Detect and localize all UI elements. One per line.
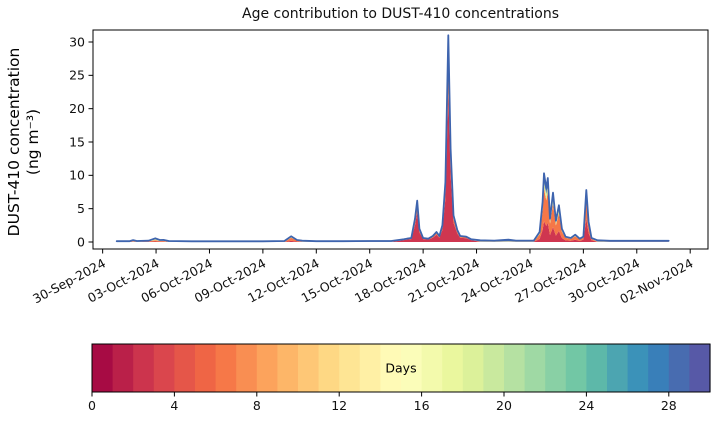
- colorbar-segment: [380, 344, 402, 392]
- colorbar-segment: [256, 344, 278, 392]
- colorbar-segment: [92, 344, 114, 392]
- y-tick-label: 15: [69, 134, 85, 149]
- colorbar-segment: [174, 344, 196, 392]
- colorbar-segment: [462, 344, 484, 392]
- colorbar-segment: [442, 344, 464, 392]
- colorbar-segment: [153, 344, 175, 392]
- y-tick-label: 0: [77, 234, 85, 249]
- colorbar-tick-label: 0: [88, 398, 96, 413]
- total-envelope-line: [115, 34, 670, 243]
- y-tick-label: 5: [77, 201, 85, 216]
- colorbar-segment: [586, 344, 608, 392]
- colorbar-segment: [689, 344, 711, 392]
- colorbar-segment: [318, 344, 340, 392]
- colorbar-segment: [195, 344, 217, 392]
- colorbar-segment: [112, 344, 134, 392]
- age-band-area-1: [116, 60, 669, 242]
- y-tick-label: 10: [69, 168, 85, 183]
- colorbar-tick-label: 16: [414, 398, 430, 413]
- colorbar-days-label: Days: [385, 361, 416, 376]
- colorbar-tick-label: 8: [253, 398, 261, 413]
- colorbar-segment: [277, 344, 299, 392]
- colorbar-segment: [215, 344, 237, 392]
- colorbar-segment: [359, 344, 381, 392]
- colorbar-segment: [648, 344, 670, 392]
- colorbar-segment: [545, 344, 567, 392]
- colorbar-tick-label: 20: [496, 398, 512, 413]
- colorbar-tick-label: 28: [661, 398, 677, 413]
- colorbar-segment: [133, 344, 155, 392]
- colorbar-segment: [565, 344, 587, 392]
- colorbar-segment: [401, 344, 423, 392]
- colorbar-segment: [298, 344, 320, 392]
- colorbar-segment: [483, 344, 505, 392]
- plot-border: [92, 29, 709, 250]
- colorbar-segment: [668, 344, 690, 392]
- colorbar-segment: [607, 344, 629, 392]
- colorbar-tick-label: 12: [331, 398, 347, 413]
- colorbar-segment: [524, 344, 546, 392]
- colorbar-segment: [421, 344, 443, 392]
- colorbar: 0 4 8 12 16 20 24 28 Days: [88, 343, 711, 413]
- colorbar-segment: [504, 344, 526, 392]
- y-tick-label: 30: [69, 34, 85, 49]
- chart-title: Age contribution to DUST-410 concentrati…: [242, 6, 559, 22]
- colorbar-tick-label: 24: [578, 398, 594, 413]
- colorbar-border: [91, 343, 711, 393]
- colorbar-tick-label: 4: [170, 398, 178, 413]
- colorbar-segment: [236, 344, 258, 392]
- colorbar-segment: [339, 344, 361, 392]
- y-tick-label: 25: [69, 68, 85, 83]
- colorbar-segment: [627, 344, 649, 392]
- y-tick-label: 20: [69, 101, 85, 116]
